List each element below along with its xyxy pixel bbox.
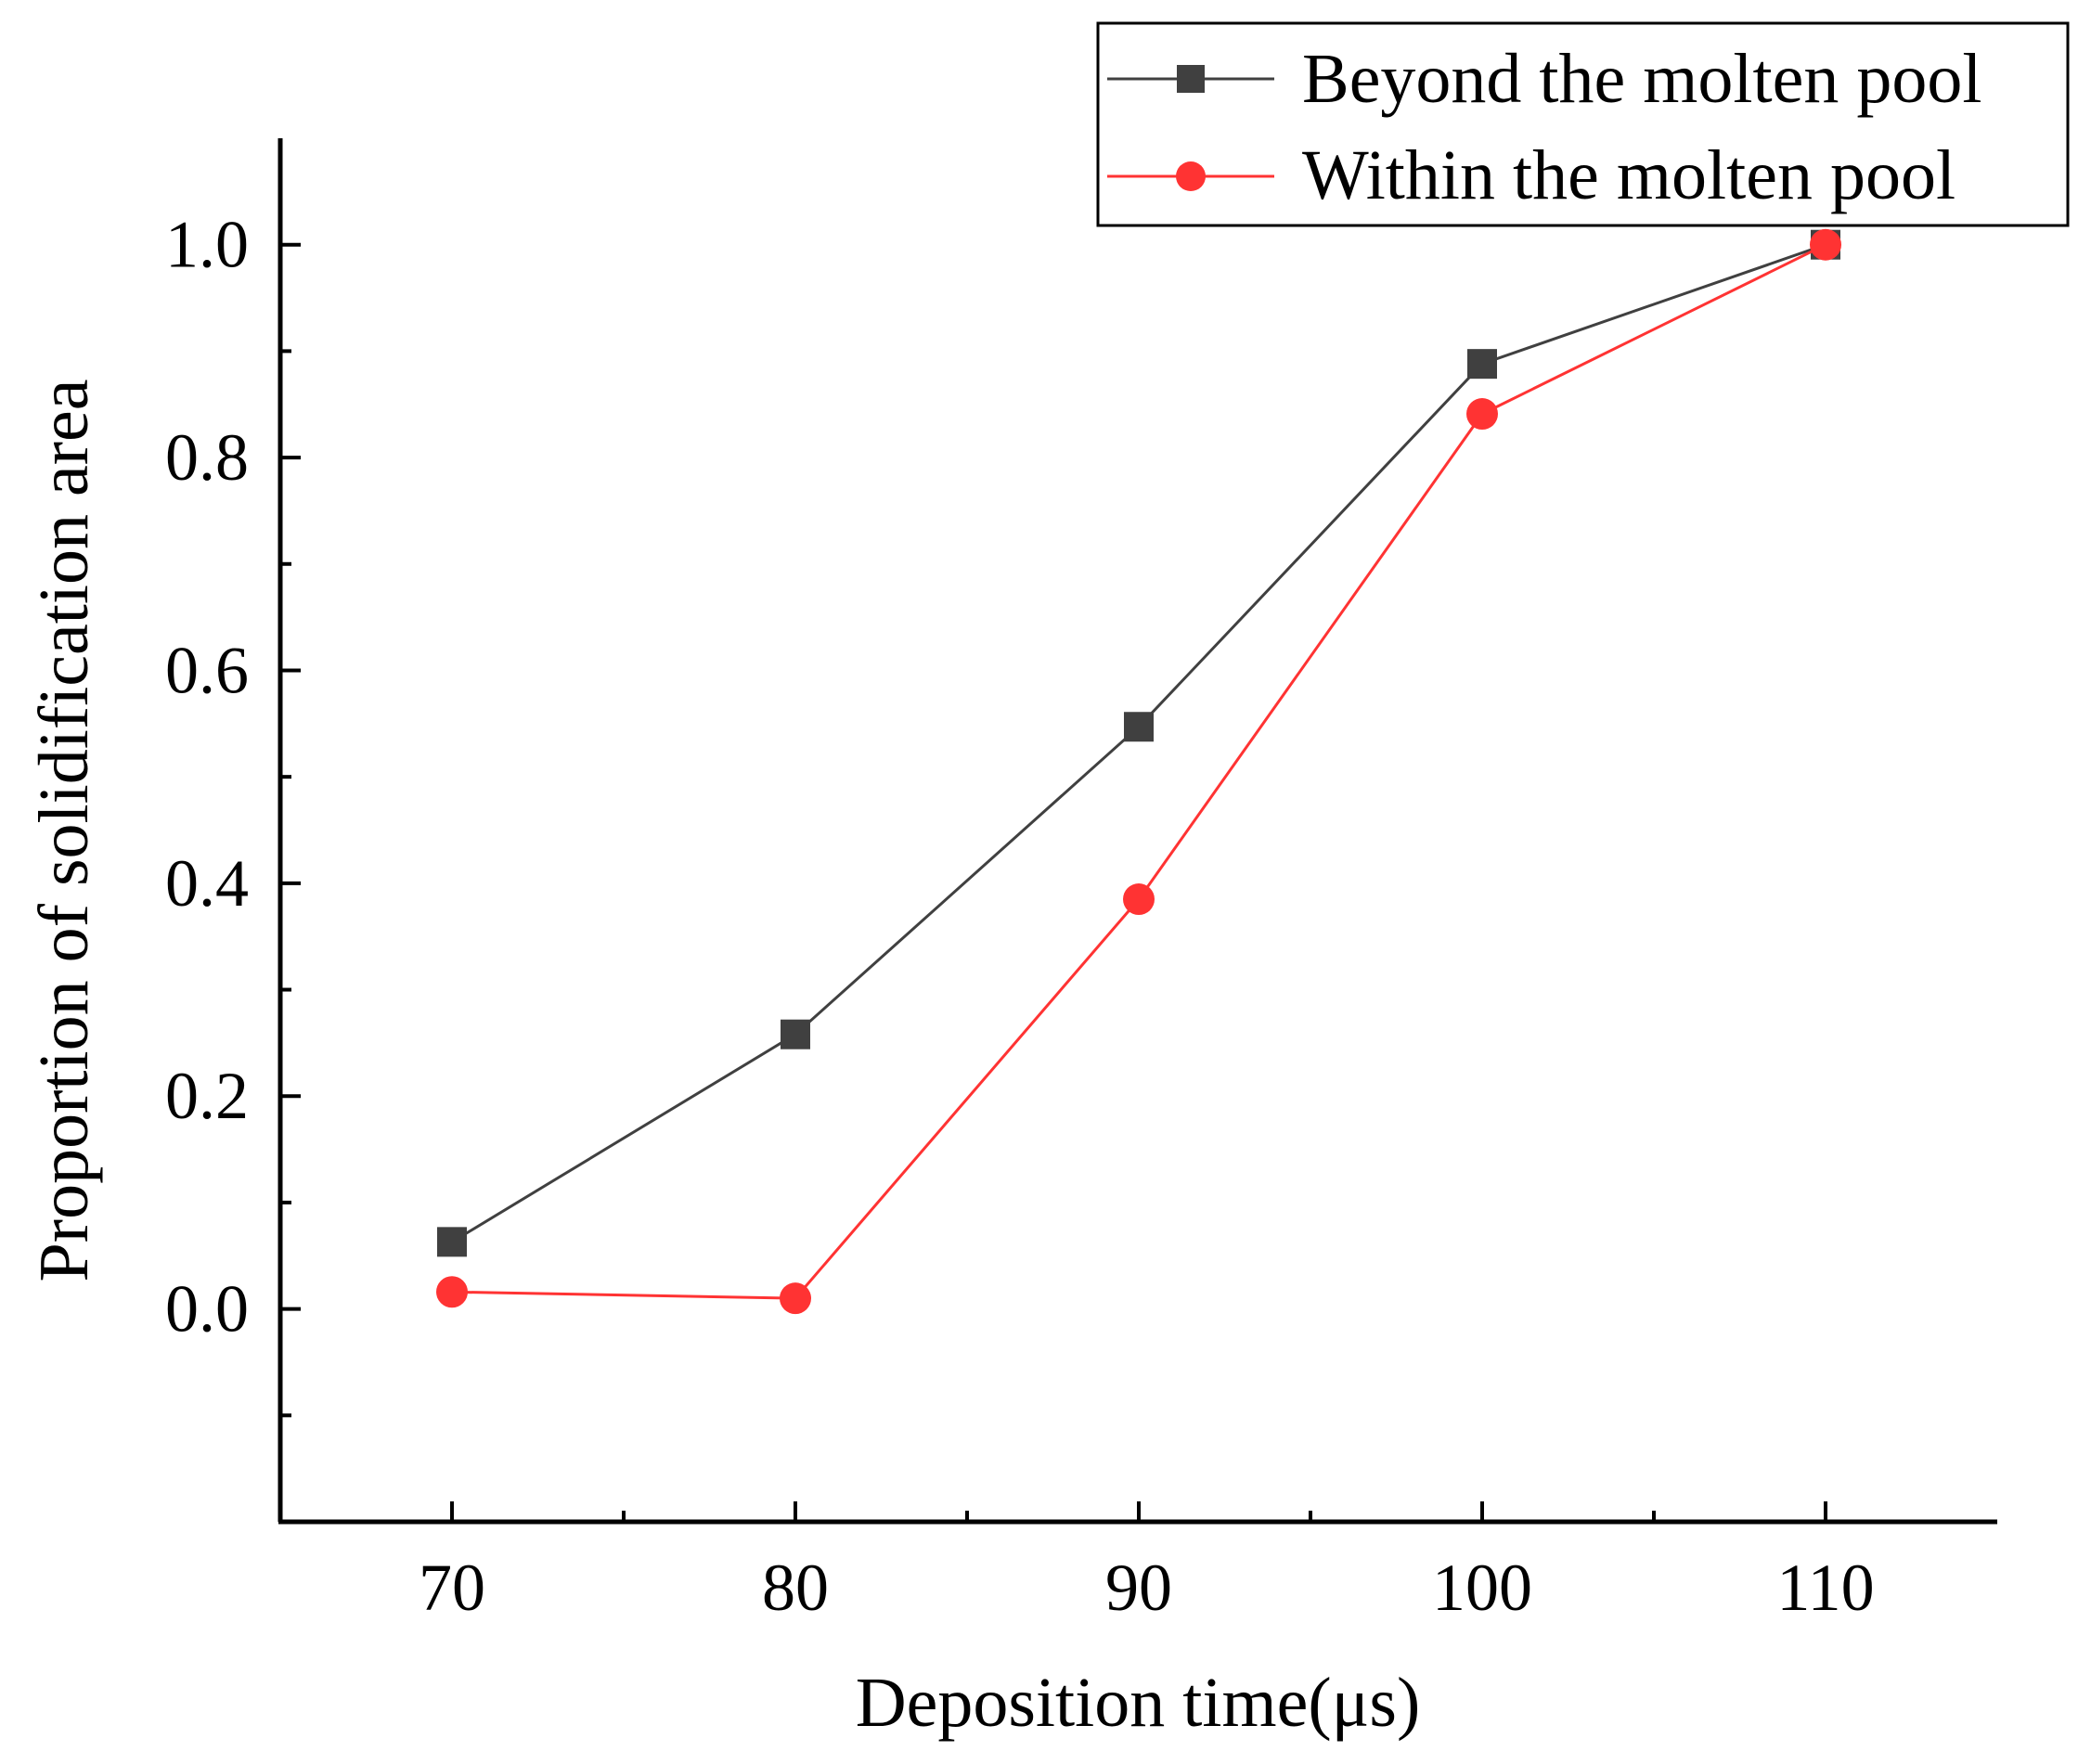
legend-label-within: Within the molten pool [1302,136,1955,214]
legend-marker-within [1176,161,1206,191]
y-tick-label-5: 1.0 [165,208,249,282]
data-point-s1-4 [1810,228,1841,261]
legend-label-beyond: Beyond the molten pool [1302,40,1981,118]
legend-box [1096,21,2070,227]
x-tick-label-1: 80 [762,1551,829,1625]
x-tick-label-4: 110 [1776,1551,1874,1625]
chart-legend: Beyond the molten pool Within the molten… [1096,21,2070,227]
data-point-s0-0 [437,1227,467,1257]
x-axis-title: Deposition time(μs) [856,1664,1421,1742]
x-tick-label-3: 100 [1432,1551,1532,1625]
y-tick-label-1: 0.2 [165,1059,249,1133]
y-tick-label-3: 0.6 [165,633,249,707]
data-point-s0-2 [1124,712,1154,742]
x-tick-label-0: 70 [419,1551,485,1625]
data-point-s1-1 [780,1282,811,1315]
data-point-s1-0 [436,1276,468,1308]
axis-ticks: 70 80 90 100 110 0.0 0.2 0.4 0.6 0.8 1.0 [165,208,1875,1625]
y-axis-title: Proportion of solidification area [25,380,103,1282]
y-tick-label-4: 0.8 [165,420,249,495]
y-tick-label-2: 0.4 [165,846,249,921]
data-point-s0-3 [1467,349,1497,380]
data-point-s1-2 [1123,883,1155,916]
y-tick-label-0: 0.0 [165,1272,249,1346]
series-0 [437,229,1840,1257]
data-point-s1-3 [1466,398,1498,431]
series-1 [436,228,1841,1315]
series-line-1 [451,243,1826,1300]
chart-axes [278,138,1997,1525]
data-point-s0-1 [781,1019,810,1049]
x-tick-label-2: 90 [1105,1551,1172,1625]
series-line-0 [451,243,1826,1243]
series-layer [436,228,1841,1315]
legend-marker-beyond [1177,65,1205,93]
